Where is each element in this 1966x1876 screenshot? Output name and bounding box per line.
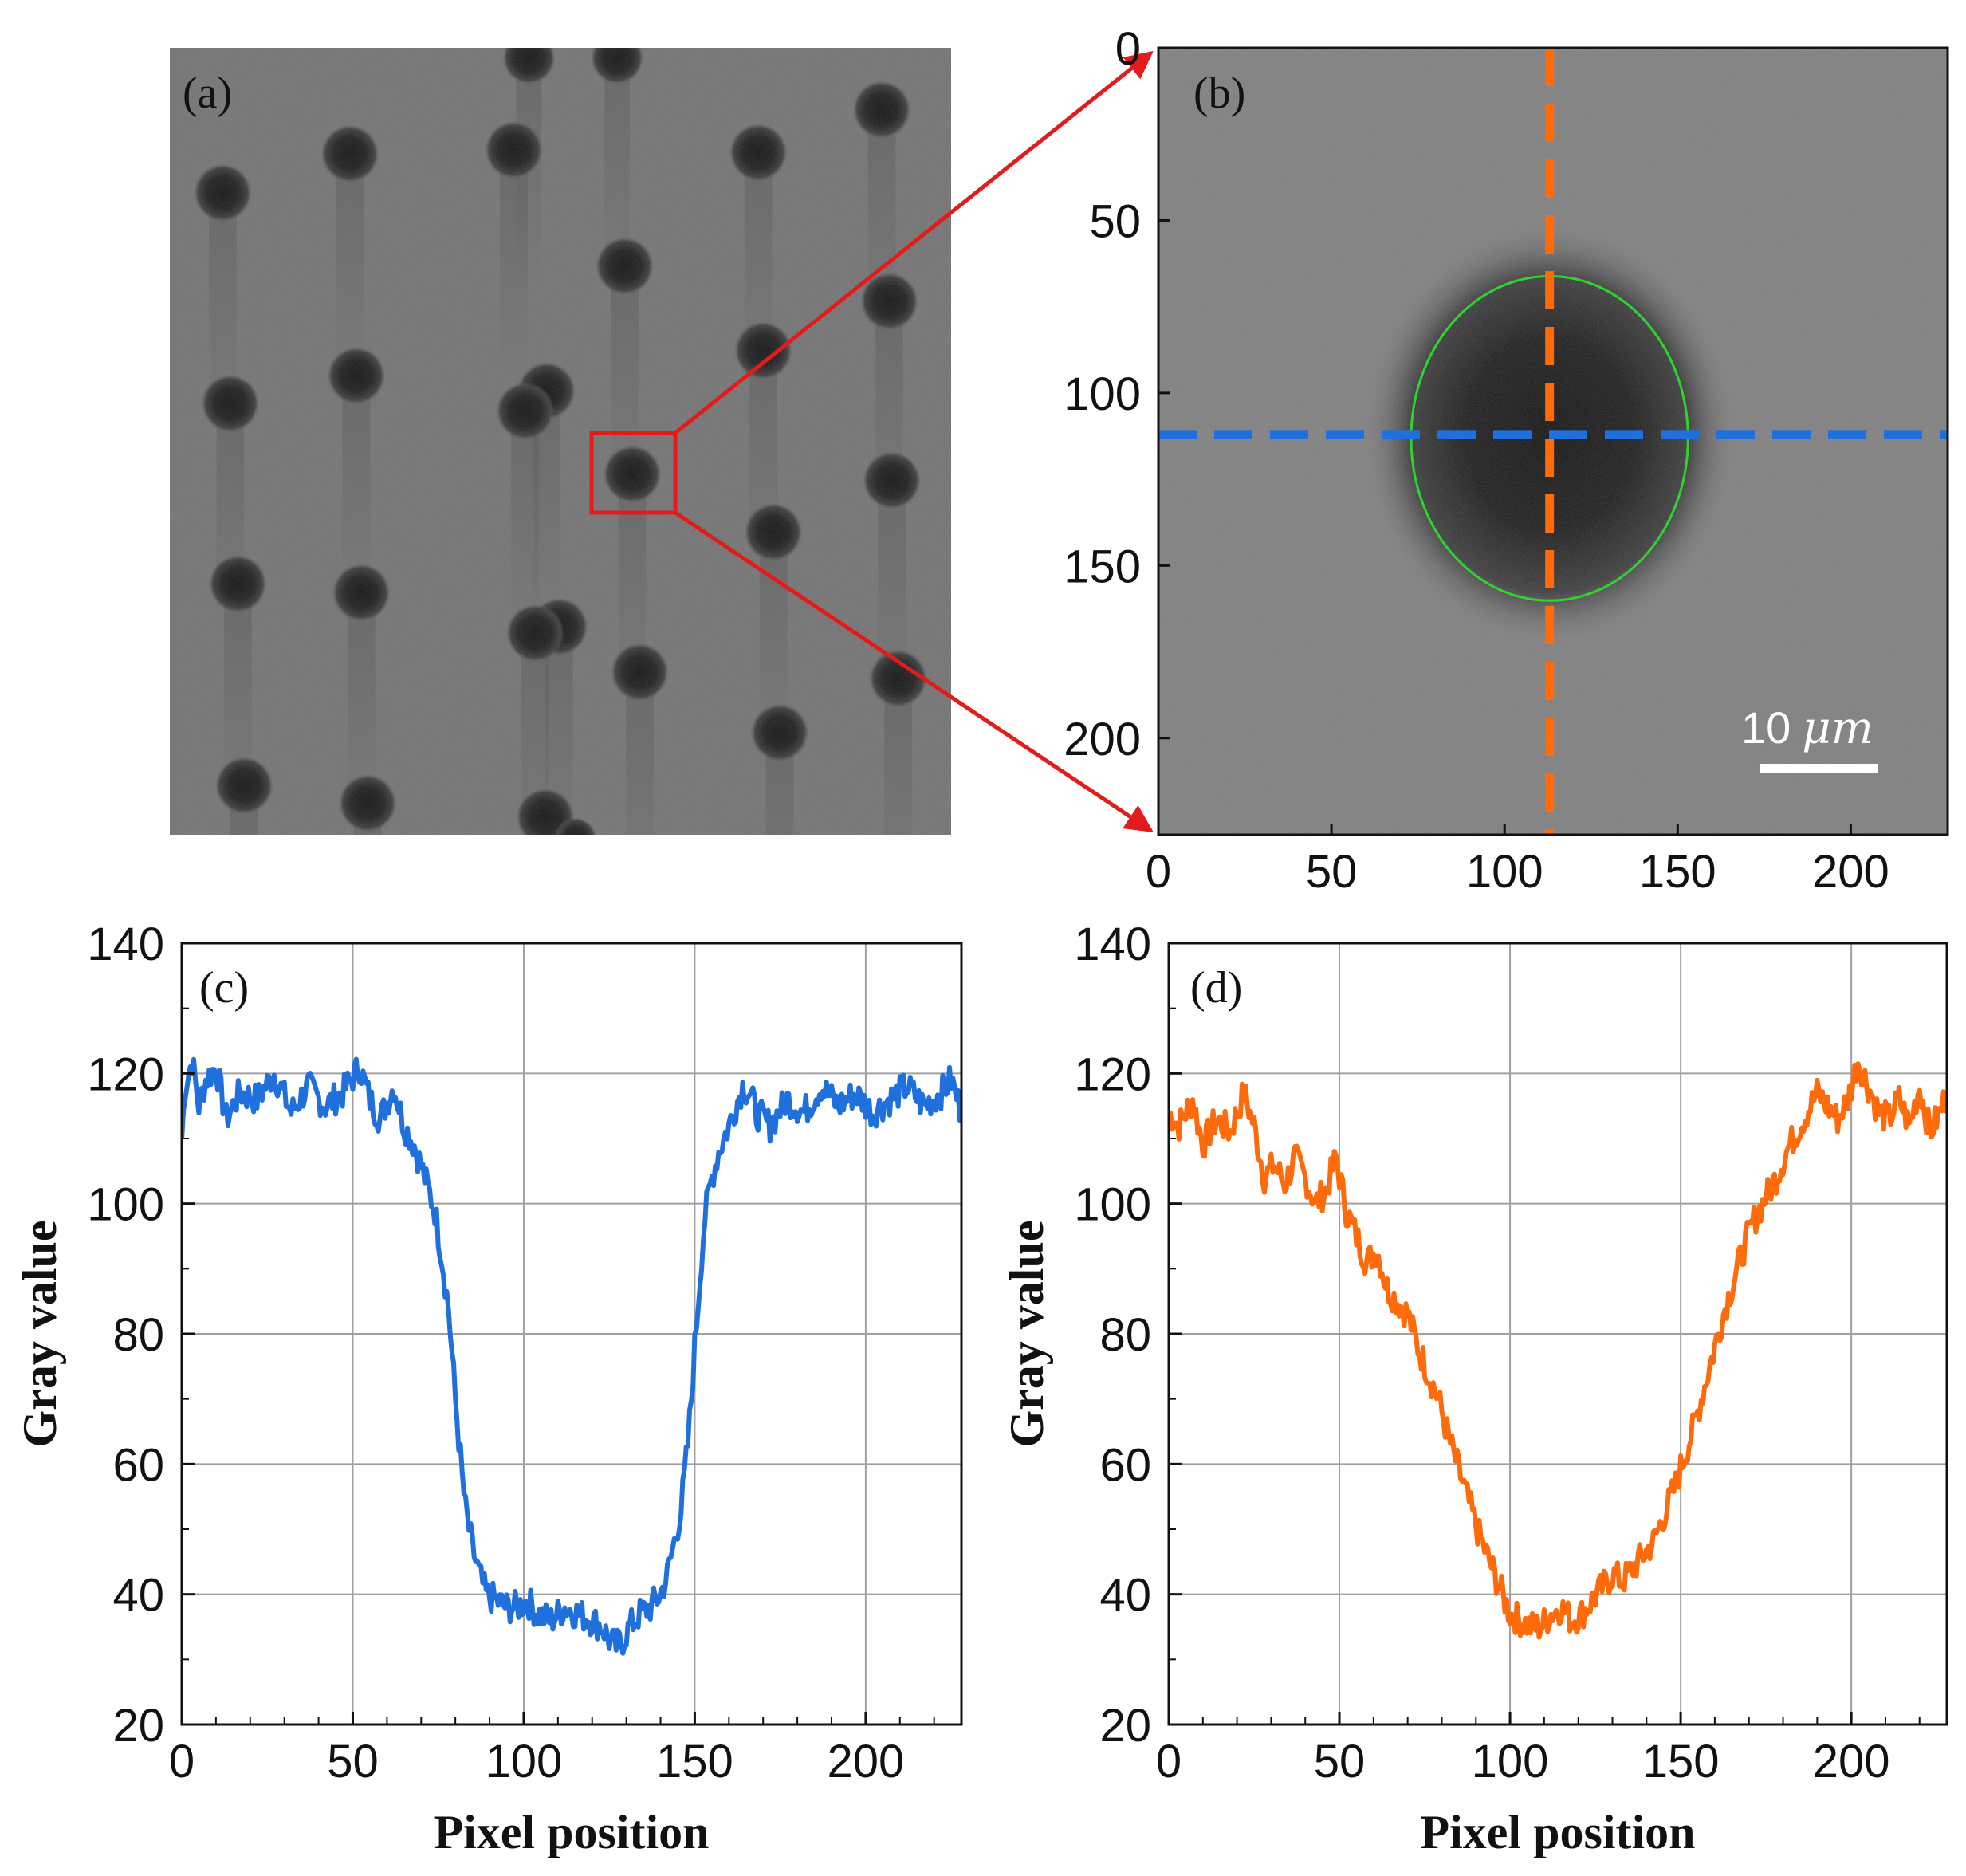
panel-d-x-axis-title: Pixel position bbox=[1420, 1806, 1695, 1858]
c-y-tick-label: 20 bbox=[112, 1700, 164, 1752]
panel-c-grid bbox=[181, 942, 961, 1725]
zoom-arrow-top bbox=[674, 50, 1154, 435]
d-y-tick-label: 60 bbox=[1099, 1439, 1151, 1491]
panel-b-x-tick-label: 100 bbox=[1466, 846, 1543, 898]
d-y-tick-label: 80 bbox=[1099, 1309, 1151, 1361]
panel-c-y-axis-title: Gray value bbox=[14, 1221, 66, 1448]
c-y-tick-label: 80 bbox=[112, 1309, 164, 1361]
c-y-tick-label: 60 bbox=[112, 1439, 164, 1491]
d-x-tick-label: 150 bbox=[1642, 1736, 1720, 1788]
c-x-tick-label: 50 bbox=[327, 1736, 379, 1788]
panel-b-label: (b) bbox=[1193, 69, 1245, 118]
d-y-tick-label: 120 bbox=[1074, 1048, 1151, 1100]
c-x-tick-label: 100 bbox=[486, 1736, 563, 1788]
scale-bar-label: 10 μm bbox=[1741, 702, 1874, 754]
particle-shadow-streak bbox=[353, 820, 382, 835]
c-x-tick-label: 0 bbox=[169, 1736, 195, 1788]
panel-b-y-tick-label: 150 bbox=[1064, 541, 1141, 592]
panel-b-zoomed-particle: 0 50 100 150 200 0 50 100 150 200 (b) 10 μm bbox=[1064, 23, 1949, 898]
panel-d-axes: 0 50 100 150 200 20 40 60 80 100 120 140 bbox=[1074, 918, 1921, 1788]
vertical-profile-series-line bbox=[1169, 1061, 1947, 1640]
c-x-tick-label: 150 bbox=[656, 1736, 733, 1788]
scale-bar-number: 10 bbox=[1741, 702, 1791, 753]
d-y-tick-label: 20 bbox=[1099, 1700, 1151, 1752]
panel-b-y-tick-label: 100 bbox=[1064, 368, 1141, 420]
particle-shadow-streak bbox=[565, 851, 585, 1058]
scale-bar-unit: μm bbox=[1802, 702, 1874, 754]
panel-b-y-tick-label: 0 bbox=[1115, 23, 1141, 75]
panel-b-x-tick-label: 200 bbox=[1812, 846, 1889, 898]
panel-d-vertical-profile-chart: 0 50 100 150 200 20 40 60 80 100 120 140 (d) Pixel … bbox=[1001, 918, 1948, 1858]
d-x-tick-label: 100 bbox=[1472, 1736, 1549, 1788]
c-x-tick-label: 200 bbox=[828, 1736, 905, 1788]
d-y-tick-label: 40 bbox=[1099, 1570, 1151, 1622]
panel-b-frame bbox=[1157, 46, 1949, 836]
panel-d-grid bbox=[1168, 942, 1947, 1725]
c-y-tick-label: 120 bbox=[87, 1048, 164, 1100]
panel-d-label: (d) bbox=[1190, 963, 1242, 1013]
panel-b-x-tick-label: 0 bbox=[1146, 846, 1171, 898]
panel-c-label: (c) bbox=[199, 963, 249, 1013]
panel-a-label: (a) bbox=[183, 69, 232, 118]
micrograph-noise bbox=[170, 48, 951, 835]
zoom-region-box bbox=[589, 431, 678, 515]
panel-b-x-tick-label: 50 bbox=[1306, 846, 1358, 898]
panel-d-y-axis-title: Gray value bbox=[1001, 1221, 1053, 1448]
particle-shadow-streak bbox=[531, 833, 560, 835]
panel-c-x-axis-title: Pixel position bbox=[434, 1806, 709, 1858]
c-y-tick-label: 100 bbox=[87, 1179, 164, 1231]
c-y-tick-label: 140 bbox=[87, 918, 164, 970]
scale-bar: 10 μm bbox=[1741, 702, 1878, 773]
c-y-tick-label: 40 bbox=[112, 1570, 164, 1622]
panel-b-y-tick-label: 50 bbox=[1089, 195, 1141, 247]
d-x-tick-label: 0 bbox=[1156, 1736, 1182, 1788]
horizontal-profile-series-line bbox=[182, 1056, 961, 1656]
panel-b-y-tick-label: 200 bbox=[1064, 714, 1141, 765]
scale-bar-line bbox=[1760, 764, 1878, 773]
d-y-tick-label: 100 bbox=[1074, 1179, 1151, 1231]
panel-a-micrograph: (a) bbox=[170, 48, 951, 1058]
zoom-arrow-bottom bbox=[674, 510, 1154, 833]
panel-b-x-tick-label: 150 bbox=[1639, 846, 1716, 898]
panel-b-axes: 0 50 100 150 200 0 50 100 150 200 bbox=[1064, 23, 1889, 898]
d-y-tick-label: 140 bbox=[1074, 918, 1151, 970]
panel-c-horizontal-profile-chart: 0 50 100 150 200 20 40 60 80 100 120 140 (c) Pixel … bbox=[14, 918, 963, 1858]
panel-c-axes: 0 50 100 150 200 20 40 60 80 100 120 140 bbox=[87, 918, 935, 1788]
d-x-tick-label: 200 bbox=[1813, 1736, 1890, 1788]
d-x-tick-label: 50 bbox=[1314, 1736, 1366, 1788]
